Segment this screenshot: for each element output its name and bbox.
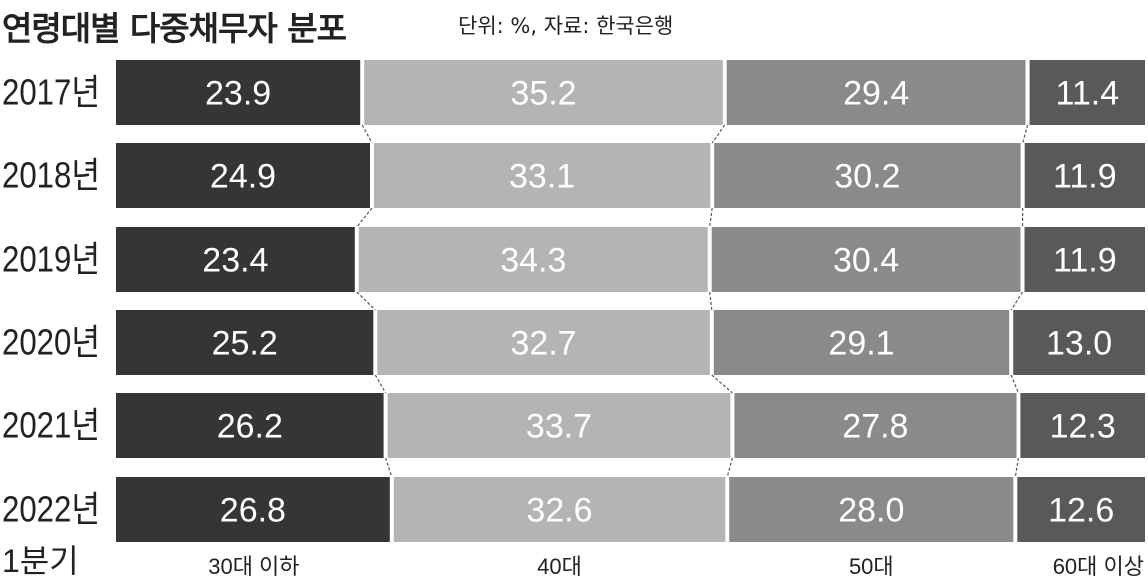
chart-title: 연령대별 다중채무자 분포 — [2, 9, 347, 48]
chart-subtitle: 단위: %, 자료: 한국은행 — [458, 14, 674, 38]
data-label: 34.3 — [500, 242, 566, 280]
bar-segment-40s — [358, 227, 708, 292]
bar-segment-30-under — [116, 393, 384, 458]
data-label: 12.3 — [1050, 408, 1116, 446]
bar-segment-60-over — [1020, 393, 1145, 458]
legend-label-40s: 40대 — [537, 554, 582, 576]
bar-segment-50s — [714, 143, 1021, 208]
data-label: 23.9 — [205, 75, 271, 113]
bar-segment-60-over — [1013, 310, 1145, 375]
data-label: 26.2 — [217, 408, 283, 446]
data-label: 11.9 — [1053, 242, 1117, 280]
bar-segment-30-under — [116, 310, 374, 375]
bar-segment-40s — [364, 60, 723, 125]
connector-line — [374, 374, 387, 394]
bar-segment-40s — [377, 310, 710, 375]
data-label: 23.4 — [202, 242, 268, 280]
data-label: 11.9 — [1053, 158, 1117, 196]
bar-segment-40s — [374, 143, 711, 208]
connector-line — [361, 124, 373, 144]
bar-segment-50s — [726, 60, 1026, 125]
bar-segment-40s — [393, 477, 726, 542]
bar-segment-40s — [387, 393, 731, 458]
category-label: 2017년 — [2, 72, 100, 113]
category-label: 2021년 — [2, 405, 100, 446]
data-label: 26.8 — [220, 492, 286, 530]
data-label: 11.4 — [1055, 75, 1119, 113]
connector-line — [709, 291, 713, 311]
bar-segment-60-over — [1029, 60, 1145, 125]
category-label: 2022년 — [2, 489, 100, 530]
connector-line — [356, 291, 376, 311]
data-label: 25.2 — [212, 325, 278, 363]
data-label: 33.1 — [509, 158, 575, 196]
bar-segment-60-over — [1017, 477, 1145, 542]
connector-line — [356, 207, 373, 228]
data-label: 35.2 — [510, 75, 576, 113]
bar-segment-30-under — [116, 477, 390, 542]
bar-segment-60-over — [1024, 143, 1145, 208]
bar-segment-30-under — [116, 60, 361, 125]
data-label: 24.9 — [210, 158, 276, 196]
legend-label-60-over: 60대 이상 — [1053, 554, 1144, 576]
connector-line — [711, 124, 726, 144]
connector-line — [1010, 291, 1024, 311]
category-label: 2020년 — [2, 322, 100, 363]
legend-label-50s: 50대 — [849, 554, 894, 576]
connector-line — [1022, 124, 1029, 144]
data-label: 32.7 — [510, 325, 576, 363]
connector-line — [1010, 374, 1019, 394]
data-label: 32.6 — [526, 492, 592, 530]
category-label-line2: 1분기 — [2, 543, 79, 576]
bar-segment-30-under — [116, 143, 370, 208]
bar-segment-50s — [729, 477, 1014, 542]
data-label: 12.6 — [1048, 492, 1114, 530]
bar-segment-30-under — [116, 227, 355, 292]
bar-segment-50s — [713, 310, 1010, 375]
data-label: 30.4 — [833, 242, 899, 280]
connector-line — [385, 457, 393, 478]
data-label: 28.0 — [838, 492, 904, 530]
bar-segment-50s — [734, 393, 1017, 458]
bar-segment-50s — [711, 227, 1021, 292]
data-label: 13.0 — [1046, 325, 1112, 363]
category-label: 2018년 — [2, 155, 100, 196]
connector-line — [709, 207, 713, 228]
data-label: 27.8 — [842, 408, 908, 446]
bar-segment-60-over — [1024, 227, 1145, 292]
connector-line — [711, 374, 733, 394]
data-label: 30.2 — [834, 158, 900, 196]
legend-label-30-under: 30대 이하 — [208, 554, 299, 576]
data-label: 29.1 — [828, 325, 894, 363]
connector-line — [1014, 457, 1019, 478]
data-label: 29.4 — [843, 75, 909, 113]
connector-line — [726, 457, 733, 478]
category-label: 2019년 — [2, 239, 100, 280]
data-label: 33.7 — [526, 408, 592, 446]
